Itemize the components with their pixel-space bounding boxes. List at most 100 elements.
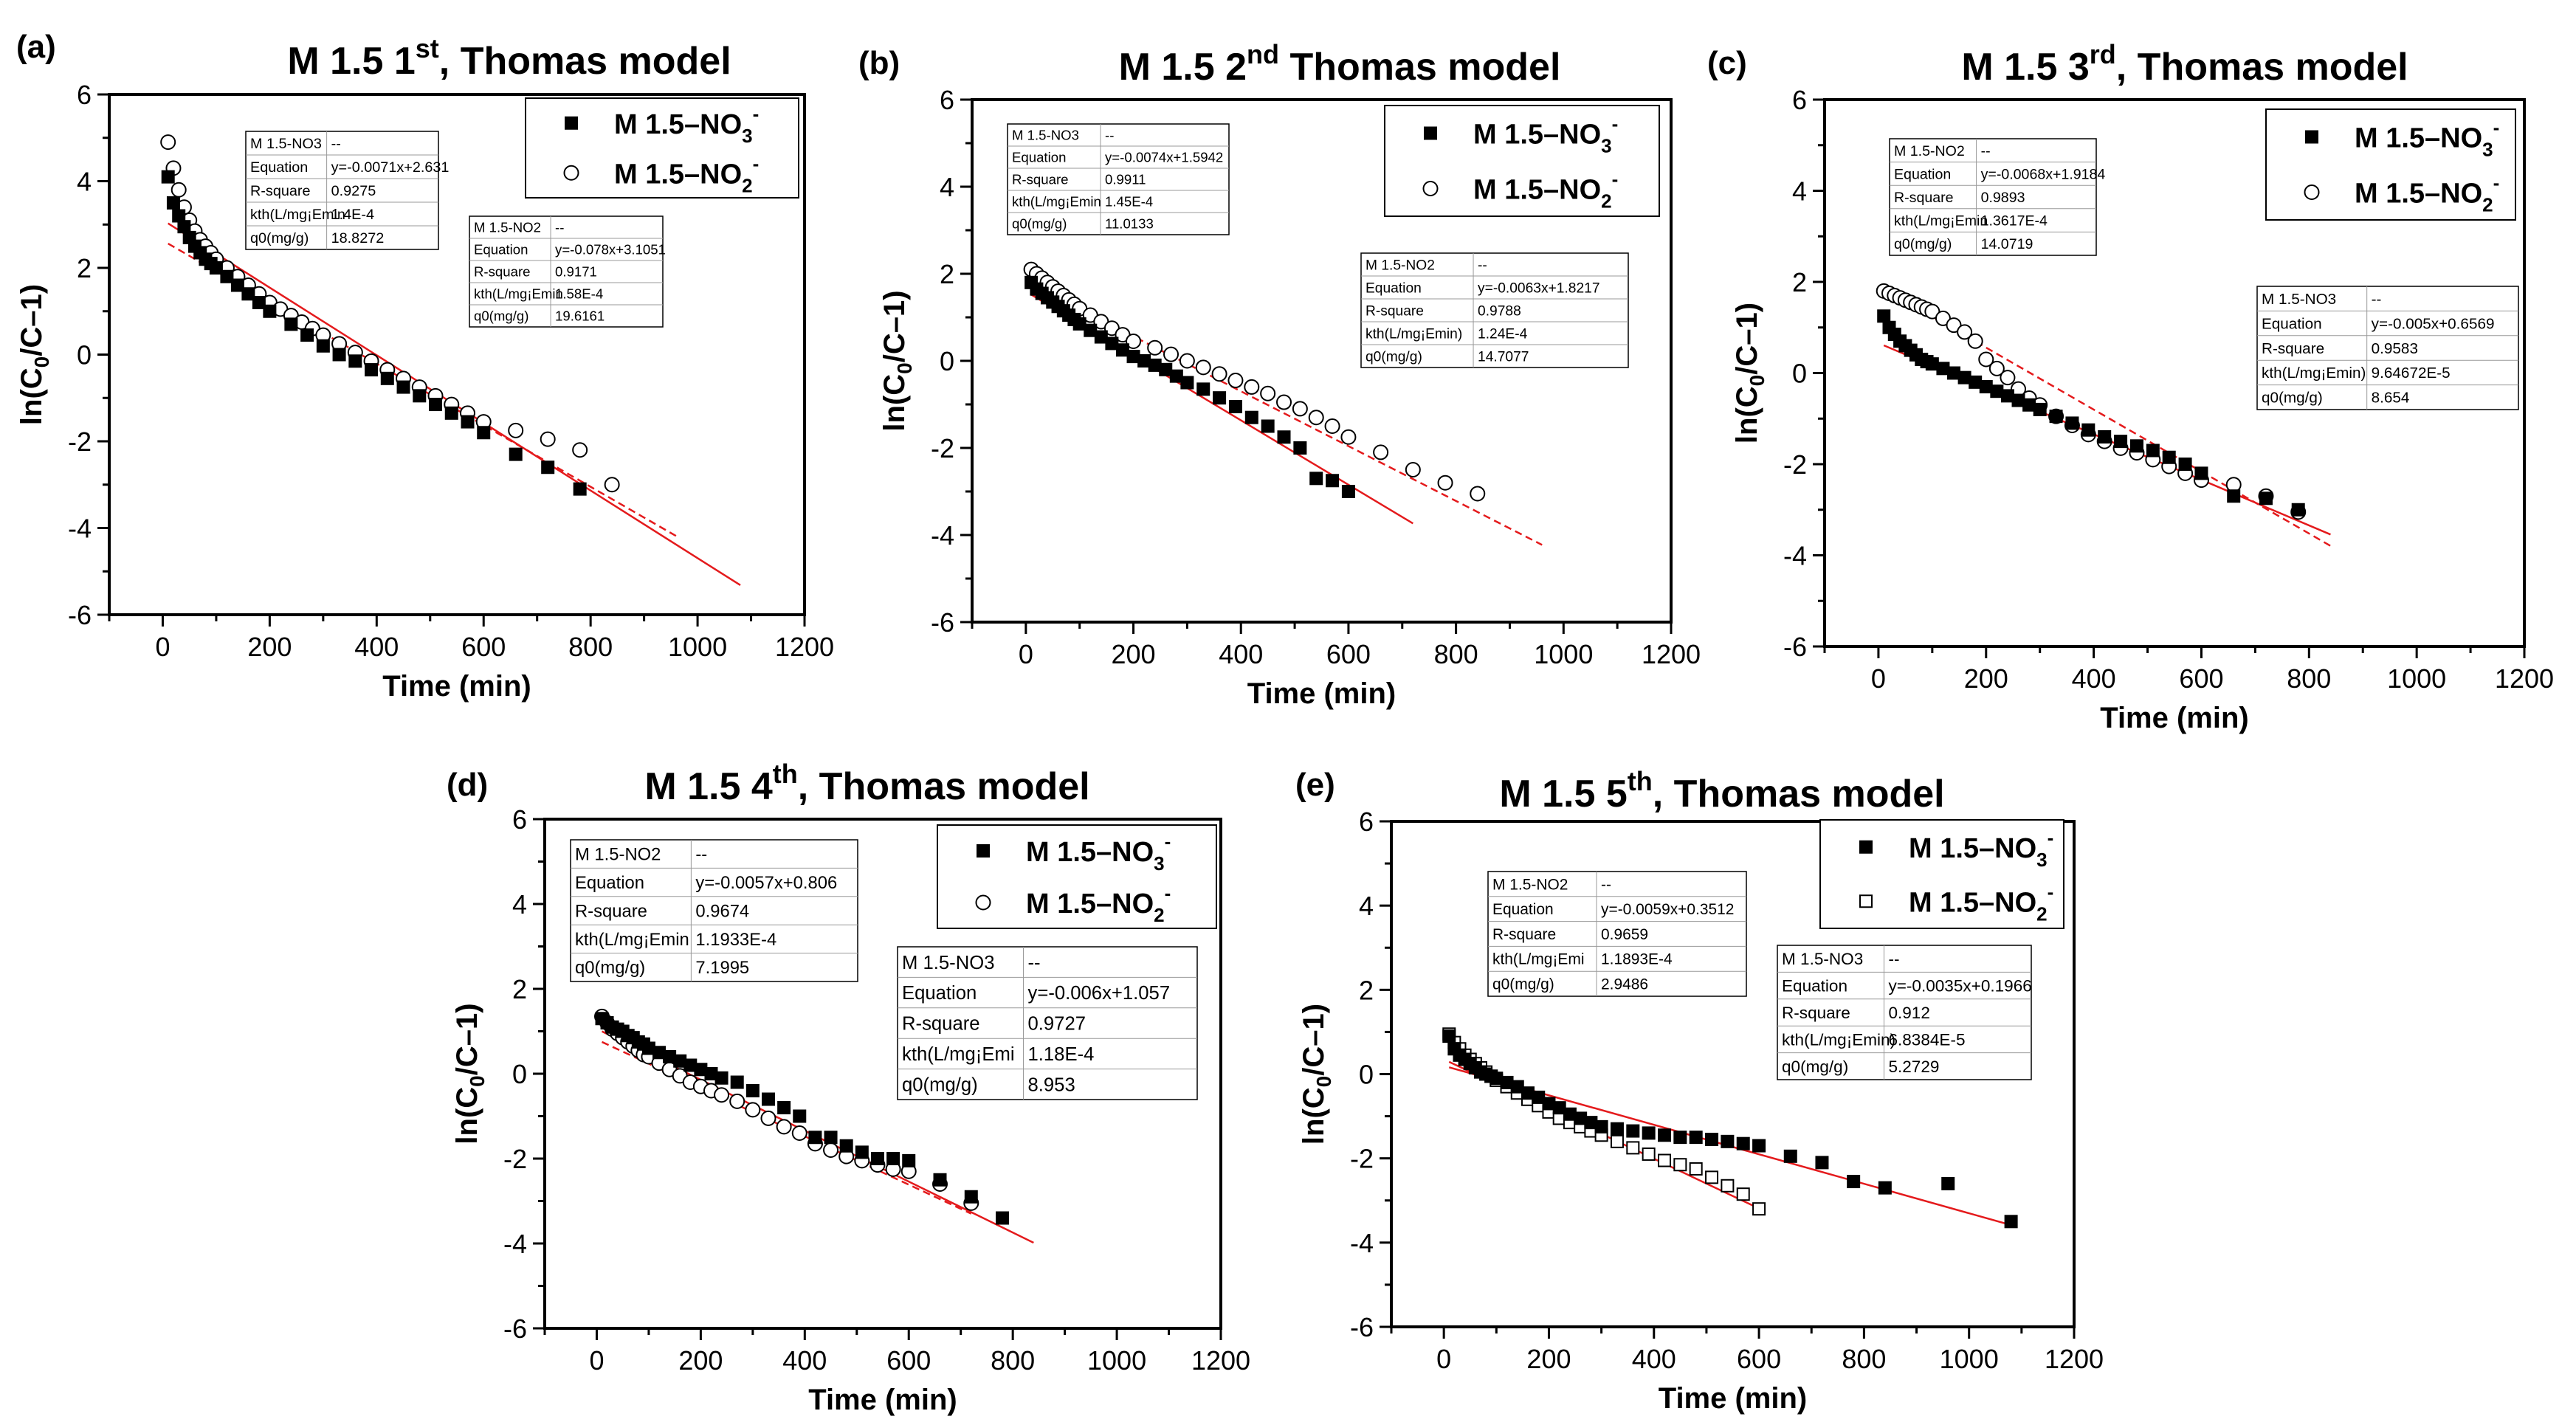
data-point — [2178, 458, 2192, 471]
fit-table-key: R-square — [1012, 172, 1068, 187]
chart-title: M 1.5 1st, Thomas model — [287, 33, 731, 83]
data-point — [1610, 1122, 1624, 1136]
legend-subscript: 3 — [1601, 135, 1611, 157]
data-point — [1261, 419, 1275, 433]
x-tick-label: 0 — [589, 1345, 604, 1376]
y-tick-label: 0 — [940, 346, 954, 376]
title-text-rest: Thomas model — [1279, 46, 1560, 89]
legend-text: M 1.5–NO — [2355, 123, 2482, 154]
x-tick-label: 1200 — [1642, 639, 1701, 669]
data-point — [2162, 450, 2176, 464]
legend: M 1.5–NO3-M 1.5–NO2- — [1384, 105, 1660, 217]
fit-table: M 1.5-NO3 -- Equation y=-0.0074x+1.5942 R-sq… — [1007, 123, 1230, 235]
fit-table-value: y=-0.0063x+1.8217 — [1478, 280, 1600, 296]
y-tick-label: 0 — [77, 340, 92, 370]
y-label-subscript: 0 — [466, 1075, 489, 1087]
fit-table-key: q0(mg/g) — [2262, 390, 2323, 407]
data-point — [745, 1102, 761, 1118]
fit-table-key: Equation — [1492, 901, 1554, 918]
legend-text: M 1.5–NO — [614, 109, 742, 140]
x-axis-label: Time (min) — [1247, 677, 1397, 710]
x-tick-label: 400 — [1632, 1344, 1676, 1374]
legend-entry: M 1.5–NO3- — [1909, 827, 2053, 871]
y-axis-label: ln(C0/C–1) — [878, 290, 916, 431]
legend-superscript: - — [1612, 113, 1619, 135]
legend-marker — [1424, 126, 1437, 140]
title-superscript: rd — [2090, 39, 2116, 69]
data-point — [1979, 380, 1993, 394]
data-point — [230, 278, 244, 292]
data-point — [413, 389, 427, 403]
data-point — [2004, 1215, 2018, 1229]
data-point — [1213, 391, 1227, 405]
fit-table-value: y=-0.0057x+0.806 — [695, 873, 837, 893]
data-point — [1293, 441, 1307, 455]
fit-table-value: 1.4E-4 — [331, 207, 374, 223]
y-label-text-rest: /C–1) — [16, 284, 48, 356]
fit-table-value: 0.9911 — [1105, 172, 1146, 187]
y-label-subscript: 0 — [1746, 375, 1769, 387]
fit-table-key: kth(L/mg¡Emin — [575, 930, 689, 950]
fit-table-key: R-square — [1366, 303, 1424, 319]
data-point — [1244, 379, 1260, 395]
fit-table-value: 18.8272 — [331, 230, 385, 246]
legend-entry: M 1.5–NO3- — [1473, 113, 1618, 157]
fit-table-value: y=-0.005x+0.6569 — [2372, 315, 2495, 332]
data-point — [220, 269, 234, 283]
data-point — [673, 1054, 687, 1068]
data-point — [1721, 1179, 1735, 1193]
x-tick-label: 600 — [1737, 1344, 1781, 1374]
y-tick-label: -6 — [931, 607, 954, 638]
title-text-rest: , Thomas model — [1653, 773, 1945, 815]
title-text: M 1.5 2 — [1119, 46, 1247, 89]
data-point — [1752, 1139, 1766, 1153]
fit-table-key: M 1.5-NO3 — [1782, 950, 1863, 968]
data-point — [365, 363, 379, 377]
data-point — [1137, 354, 1151, 368]
series-3 — [161, 170, 587, 496]
y-tick-label: -2 — [1350, 1144, 1374, 1174]
fit-table-key: q0(mg/g) — [474, 308, 528, 324]
fit-table-value: 7.1995 — [695, 958, 749, 978]
data-point — [1658, 1128, 1671, 1142]
data-point — [1340, 429, 1357, 445]
data-point — [332, 348, 346, 362]
data-point — [760, 1110, 776, 1126]
y-tick-label: 2 — [1359, 975, 1374, 1005]
panel-label: (c) — [1707, 45, 1747, 81]
legend-subscript: 2 — [2036, 903, 2047, 925]
x-tick-label: 0 — [1871, 663, 1886, 694]
data-point — [396, 380, 410, 394]
data-point — [964, 1190, 978, 1204]
series-2 — [1023, 261, 1486, 502]
y-label-subscript: 0 — [1312, 1076, 1335, 1088]
data-point — [316, 339, 330, 353]
data-point — [2065, 416, 2079, 430]
fit-table-value: -- — [1478, 258, 1487, 273]
x-tick-label: 800 — [1434, 639, 1478, 669]
data-point — [380, 371, 394, 385]
data-point — [1211, 366, 1227, 382]
data-point — [1084, 323, 1098, 337]
data-point — [572, 442, 588, 458]
y-axis-label: ln(C0/C–1) — [1298, 1004, 1335, 1145]
x-tick-label: 0 — [1019, 639, 1033, 669]
data-point — [1626, 1124, 1640, 1138]
x-tick-label: 800 — [2287, 663, 2331, 694]
data-point — [1736, 1136, 1750, 1150]
data-point — [1542, 1097, 1556, 1111]
x-axis-label: Time (min) — [1659, 1382, 1808, 1415]
data-point — [1626, 1141, 1640, 1155]
y-tick-label: -2 — [503, 1144, 527, 1174]
x-tick-label: 800 — [1842, 1344, 1886, 1374]
data-point — [1925, 357, 1939, 371]
fit-table-key: Equation — [474, 242, 528, 258]
x-axis-label: Time (min) — [808, 1384, 957, 1416]
y-tick-label: -2 — [931, 433, 954, 463]
title-text-rest: , Thomas model — [439, 40, 731, 83]
fit-table-key: kth(L/mg¡Emin) — [2262, 365, 2366, 382]
fit-table-key: R-square — [902, 1014, 980, 1035]
data-point — [1584, 1116, 1598, 1130]
data-point — [284, 317, 298, 331]
fit-table-value: -- — [1981, 143, 1991, 159]
